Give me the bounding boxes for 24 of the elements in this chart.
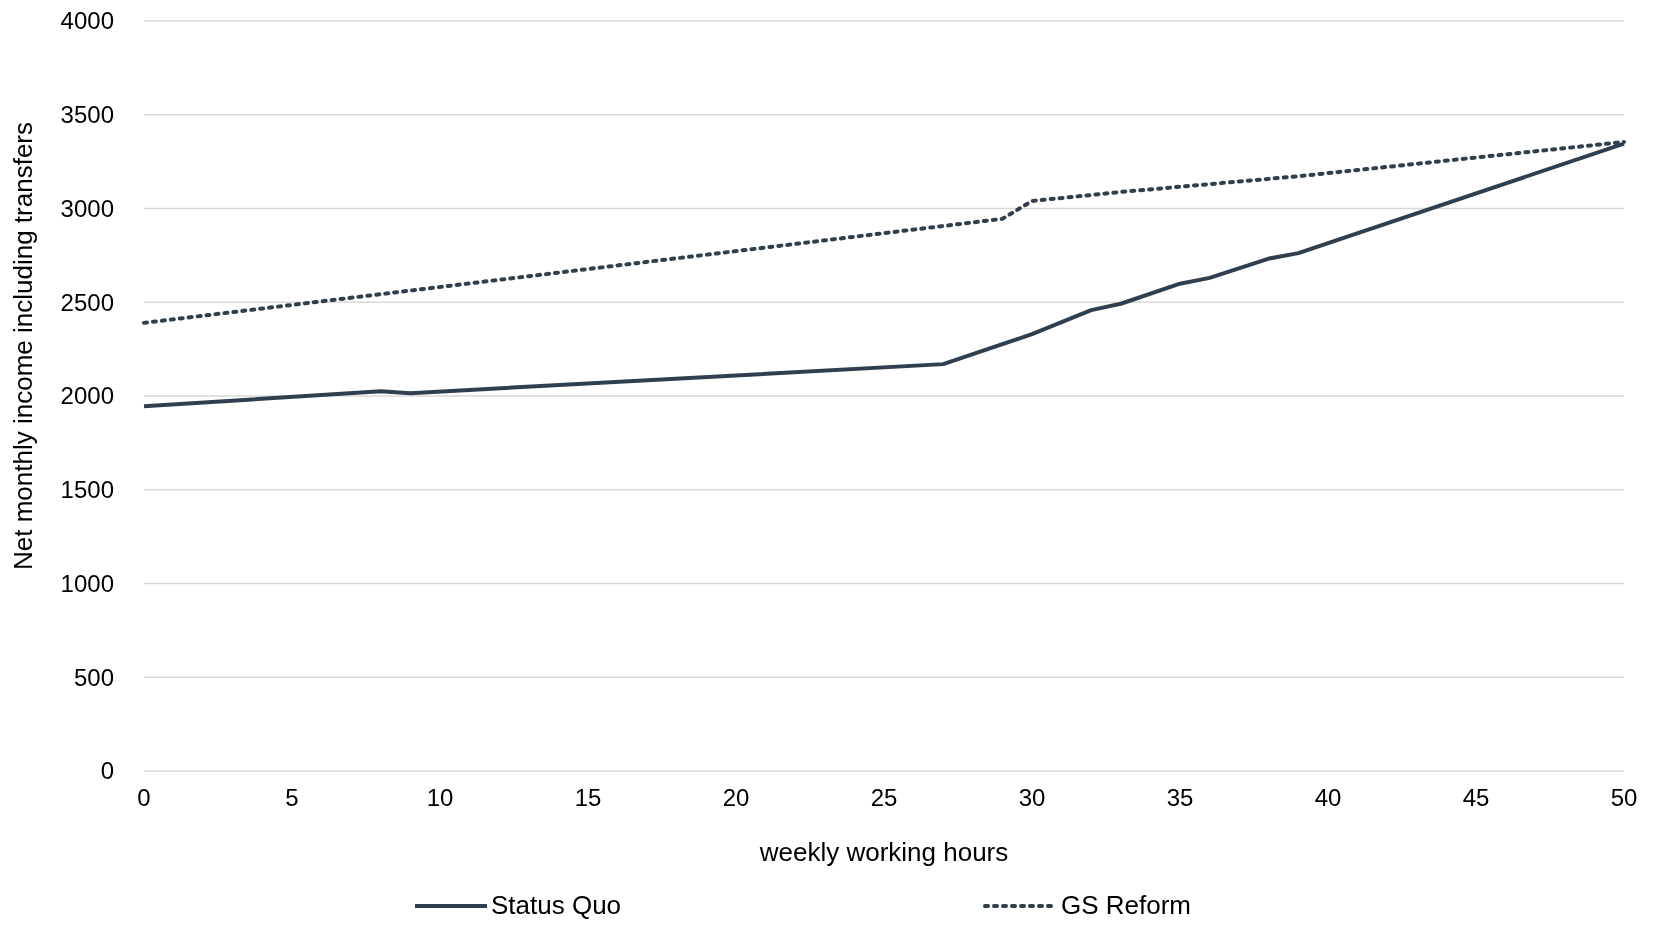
y-tick-label: 2000 (60, 382, 114, 410)
x-tick-label: 40 (1314, 784, 1342, 811)
y-tick-label: 3000 (60, 194, 114, 222)
x-tick-label: 10 (426, 784, 454, 811)
x-tick-label: 20 (722, 784, 750, 811)
y-axis-title: Net monthly income including transfers (8, 122, 38, 570)
x-axis-title: weekly working hours (758, 837, 1009, 867)
x-tick-label: 15 (574, 784, 602, 811)
y-tick-label: 1000 (60, 569, 114, 597)
x-tick-label: 30 (1018, 784, 1046, 811)
x-tick-label: 35 (1166, 784, 1194, 811)
y-tick-label: 4000 (60, 7, 114, 35)
y-tick-label: 0 (100, 757, 114, 785)
y-tick-label: 2500 (60, 288, 114, 316)
y-tick-label: 1500 (60, 476, 114, 504)
y-tick-label: 500 (73, 663, 114, 691)
x-tick-label: 45 (1462, 784, 1490, 811)
legend-label: Status Quo (491, 890, 622, 920)
y-tick-label: 3500 (60, 101, 114, 129)
x-tick-label: 0 (137, 784, 151, 811)
x-tick-label: 50 (1610, 784, 1638, 811)
x-tick-label: 5 (285, 784, 299, 811)
legend-label: GS Reform (1061, 890, 1192, 920)
x-tick-label: 25 (870, 784, 898, 811)
